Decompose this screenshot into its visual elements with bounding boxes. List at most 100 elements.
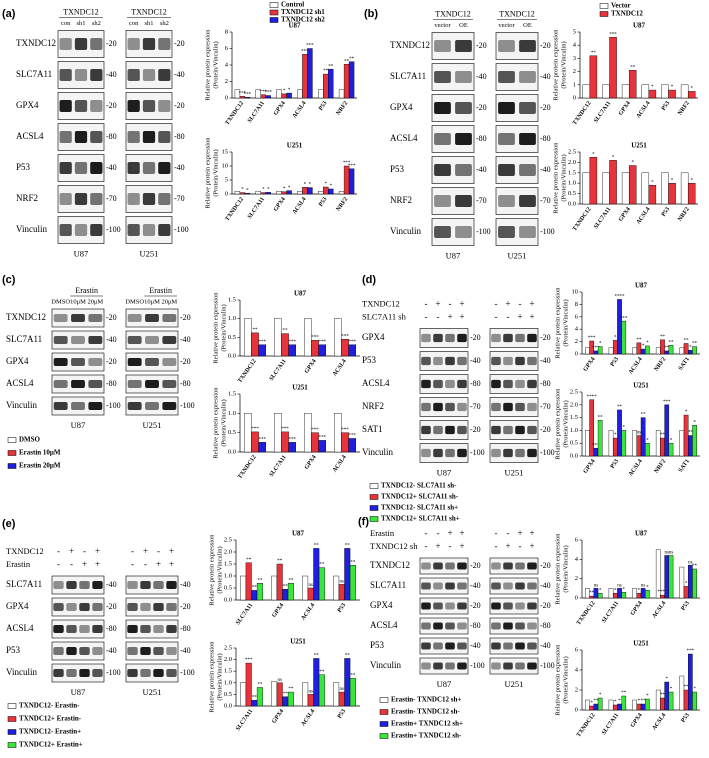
significance-label: *** bbox=[687, 649, 695, 654]
blot-strip bbox=[51, 330, 105, 350]
significance-label: * bbox=[685, 410, 688, 415]
blot-row-label: GPX4 bbox=[16, 100, 39, 110]
y-tick-label: 2.0 bbox=[224, 548, 232, 555]
chart-title: U87 bbox=[288, 22, 301, 30]
significance-label: * bbox=[241, 188, 244, 193]
blot-row-label: P53 bbox=[390, 164, 405, 174]
x-tick-label: P53 bbox=[681, 712, 691, 723]
blot-band bbox=[433, 602, 443, 610]
significance-label: *** bbox=[592, 346, 600, 351]
blot-band bbox=[142, 100, 156, 112]
condition-sign: + bbox=[95, 546, 100, 556]
blot-band bbox=[92, 669, 103, 677]
bar bbox=[343, 63, 350, 99]
blot-band bbox=[158, 100, 171, 112]
blot-band bbox=[457, 425, 467, 435]
y-tick-label: 0 bbox=[225, 190, 228, 197]
bar bbox=[251, 700, 258, 707]
blot-strip bbox=[125, 330, 179, 350]
blot-band bbox=[445, 642, 455, 650]
condition-sign: + bbox=[459, 312, 464, 322]
molecular-weight: -20 bbox=[174, 101, 185, 110]
bar bbox=[334, 318, 342, 357]
condition-sign: + bbox=[505, 299, 510, 309]
bar bbox=[692, 691, 697, 711]
molecular-weight: -100 bbox=[180, 668, 195, 677]
blot-strip bbox=[419, 557, 469, 575]
blot-band bbox=[127, 647, 138, 655]
molecular-weight: -20 bbox=[540, 333, 551, 342]
blot-band bbox=[66, 625, 77, 633]
blot-band bbox=[142, 193, 156, 205]
bar bbox=[286, 190, 292, 195]
significance-label: **** bbox=[657, 590, 668, 595]
blot-band bbox=[457, 402, 467, 412]
condition-sign: + bbox=[459, 299, 464, 309]
blot-band bbox=[421, 602, 431, 610]
blot-band bbox=[527, 642, 537, 650]
significance-label: *** bbox=[592, 443, 600, 448]
significance-label: ** bbox=[314, 544, 320, 549]
significance-label: ** bbox=[660, 433, 666, 438]
condition-sign: + bbox=[517, 528, 522, 538]
condition-sign: - bbox=[83, 546, 86, 556]
bar bbox=[660, 437, 665, 457]
significance-label: * bbox=[614, 588, 617, 593]
blot-strip bbox=[489, 657, 539, 675]
molecular-weight: -70 bbox=[540, 196, 551, 205]
condition-sign: + bbox=[95, 559, 100, 569]
condition-label: TXNDC12 bbox=[6, 546, 44, 556]
bar bbox=[348, 438, 357, 453]
blot-band bbox=[457, 356, 467, 366]
blot-band bbox=[433, 448, 443, 458]
blot-strip bbox=[125, 663, 179, 683]
y-tick-label: 0.0 bbox=[224, 596, 232, 603]
blot-band bbox=[519, 71, 536, 83]
blot-band bbox=[445, 602, 455, 610]
lane-label: DMSO bbox=[125, 298, 144, 305]
bar bbox=[660, 594, 665, 599]
bar bbox=[664, 404, 670, 457]
blot-band bbox=[445, 562, 455, 570]
y-tick-label: 1.0 bbox=[224, 572, 232, 579]
bar bbox=[297, 89, 303, 99]
bar bbox=[683, 689, 689, 711]
bar bbox=[632, 347, 637, 355]
bar bbox=[680, 172, 689, 205]
significance-label: *** bbox=[306, 44, 314, 49]
blot-band bbox=[445, 582, 455, 590]
significance-label: ** bbox=[350, 673, 356, 678]
bar bbox=[251, 590, 258, 601]
legend-swatch bbox=[369, 494, 379, 500]
legend-swatch bbox=[7, 703, 17, 709]
y-tick-label: 1.0 bbox=[568, 180, 576, 187]
bar bbox=[609, 37, 617, 99]
bar bbox=[645, 345, 650, 355]
bar bbox=[655, 549, 661, 599]
bar bbox=[258, 344, 267, 357]
bar bbox=[234, 190, 241, 195]
molecular-weight: -40 bbox=[476, 72, 487, 81]
legend-label: Erastin 10μM bbox=[19, 449, 61, 457]
blot-band bbox=[66, 581, 77, 589]
blot-band bbox=[79, 647, 90, 655]
significance-label: **** bbox=[615, 295, 626, 300]
blot-band bbox=[162, 314, 177, 322]
significance-label: * bbox=[267, 187, 270, 192]
molecular-weight: -70 bbox=[476, 196, 487, 205]
blot-band bbox=[515, 402, 525, 412]
panel-label: (c) bbox=[2, 274, 16, 286]
condition-sign: + bbox=[529, 299, 534, 309]
condition-label: TXNDC12 bbox=[362, 298, 400, 308]
significance-label: * bbox=[642, 344, 645, 349]
molecular-weight: -40 bbox=[476, 165, 487, 174]
blot-band bbox=[527, 425, 537, 435]
bar bbox=[683, 343, 689, 355]
x-tick-label: SLC7A11 bbox=[247, 100, 266, 124]
blot-band bbox=[59, 69, 72, 81]
bar bbox=[302, 575, 309, 601]
condition-sign: + bbox=[169, 559, 174, 569]
condition-sign: + bbox=[459, 528, 464, 538]
significance-label: ** bbox=[660, 335, 666, 340]
blot-strip bbox=[125, 619, 179, 639]
